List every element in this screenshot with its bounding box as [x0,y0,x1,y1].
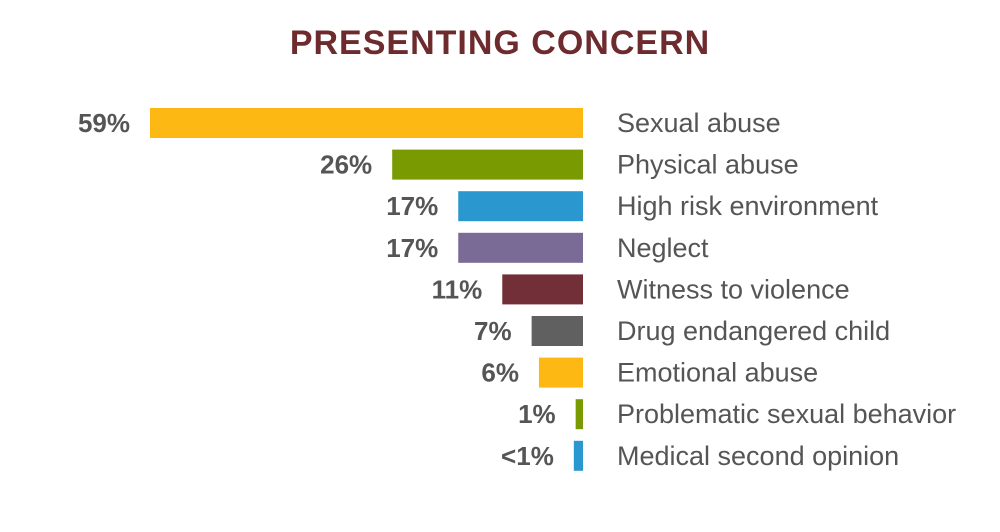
value-label-physical-abuse: 26% [320,150,372,180]
bar-medical-second-opinion [573,440,583,471]
chart-title: PRESENTING CONCERN [289,24,711,62]
bar-neglect [458,232,583,263]
bar-physical-abuse [392,149,583,180]
category-label-high-risk-environment: High risk environment [617,191,879,221]
value-label-drug-endangered-child: 7% [474,316,512,346]
bar-problematic-sexual-behavior [575,399,583,430]
category-label-drug-endangered-child: Drug endangered child [617,316,890,346]
bar-witness-to-violence [502,274,583,305]
value-label-neglect: 17% [386,233,438,263]
value-label-emotional-abuse: 6% [481,358,519,388]
category-label-sexual-abuse: Sexual abuse [617,108,781,138]
value-label-high-risk-environment: 17% [386,191,438,221]
bar-emotional-abuse [538,357,583,388]
value-label-problematic-sexual-behavior: 1% [518,399,556,429]
category-label-neglect: Neglect [617,233,709,263]
category-label-emotional-abuse: Emotional abuse [617,358,818,388]
category-label-problematic-sexual-behavior: Problematic sexual behavior [617,399,956,429]
value-label-medical-second-opinion: <1% [501,441,554,471]
value-label-sexual-abuse: 59% [78,108,130,138]
bar-drug-endangered-child [531,316,583,346]
bar-sexual-abuse [150,108,583,138]
category-label-physical-abuse: Physical abuse [617,150,799,180]
category-label-witness-to-violence: Witness to violence [617,274,850,304]
value-label-witness-to-violence: 11% [432,274,483,304]
category-label-medical-second-opinion: Medical second opinion [617,441,899,471]
bar-high-risk-environment [458,191,583,222]
